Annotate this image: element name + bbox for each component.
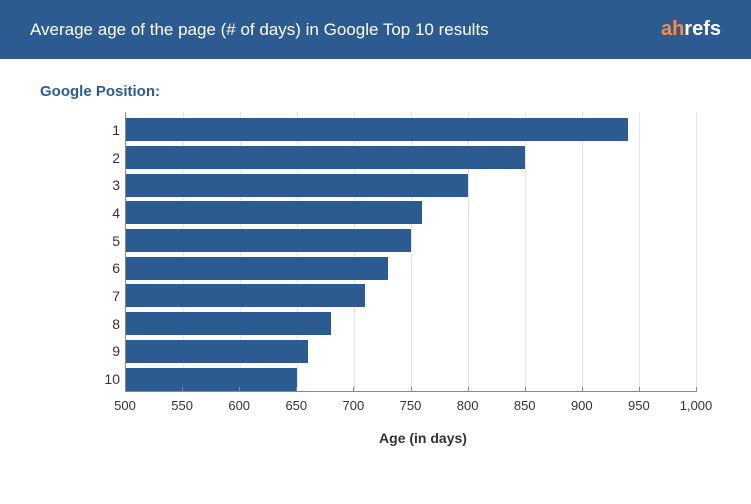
x-tick-label: 550	[171, 398, 193, 413]
y-axis-label: Google Position:	[40, 83, 721, 100]
bar-row: 2	[126, 146, 696, 169]
bar	[126, 118, 628, 141]
x-tick-label: 800	[457, 398, 479, 413]
chart-header: Average age of the page (# of days) in G…	[0, 0, 751, 59]
bar	[126, 284, 365, 307]
tick-mark	[296, 387, 297, 392]
bar	[126, 229, 411, 252]
bar-category-label: 1	[96, 122, 120, 138]
x-tick-label: 900	[571, 398, 593, 413]
logo-suffix: refs	[684, 18, 721, 40]
x-ticks: 5005506006507007508008509009501,000	[125, 394, 696, 422]
x-tick-label: 850	[514, 398, 536, 413]
bar-row: 5	[126, 229, 696, 252]
bar-row: 9	[126, 340, 696, 363]
bar-category-label: 8	[96, 316, 120, 332]
x-axis-label: Age (in days)	[125, 430, 721, 446]
tick-mark	[582, 387, 583, 392]
bar-category-label: 6	[96, 260, 120, 276]
bar	[126, 257, 388, 280]
gridline	[696, 112, 697, 391]
chart-title: Average age of the page (# of days) in G…	[30, 20, 489, 40]
x-tick-label: 500	[114, 398, 136, 413]
logo-prefix: ah	[661, 18, 684, 40]
plot-area: 12345678910 5005506006507007508008509009…	[125, 112, 696, 422]
bar-category-label: 5	[96, 233, 120, 249]
tick-mark	[353, 387, 354, 392]
tick-mark	[468, 387, 469, 392]
bar	[126, 340, 308, 363]
bar	[126, 174, 468, 197]
bar-row: 6	[126, 257, 696, 280]
bar-category-label: 3	[96, 177, 120, 193]
x-tick-label: 700	[343, 398, 365, 413]
bar-category-label: 2	[96, 150, 120, 166]
tick-mark	[182, 387, 183, 392]
bar-row: 8	[126, 312, 696, 335]
bar-category-label: 10	[96, 371, 120, 387]
ahrefs-logo: ahrefs	[661, 18, 721, 41]
x-tick-label: 1,000	[680, 398, 713, 413]
bar	[126, 201, 422, 224]
tick-mark	[696, 387, 697, 392]
bar-row: 1	[126, 118, 696, 141]
chart-container: Google Position: 12345678910 50055060065…	[0, 59, 751, 466]
bar-category-label: 7	[96, 288, 120, 304]
x-tick-label: 750	[400, 398, 422, 413]
x-tick-label: 600	[228, 398, 250, 413]
bar	[126, 368, 297, 391]
bar-row: 4	[126, 201, 696, 224]
bar	[126, 146, 525, 169]
bar	[126, 312, 331, 335]
x-tick-label: 650	[285, 398, 307, 413]
tick-mark	[239, 387, 240, 392]
bars-group: 12345678910	[126, 118, 696, 391]
bar-category-label: 9	[96, 343, 120, 359]
bar-row: 3	[126, 174, 696, 197]
tick-mark	[525, 387, 526, 392]
x-tick-label: 950	[628, 398, 650, 413]
bar-row: 7	[126, 284, 696, 307]
bar-category-label: 4	[96, 205, 120, 221]
tick-mark	[639, 387, 640, 392]
tick-mark	[411, 387, 412, 392]
tick-mark	[125, 387, 126, 392]
